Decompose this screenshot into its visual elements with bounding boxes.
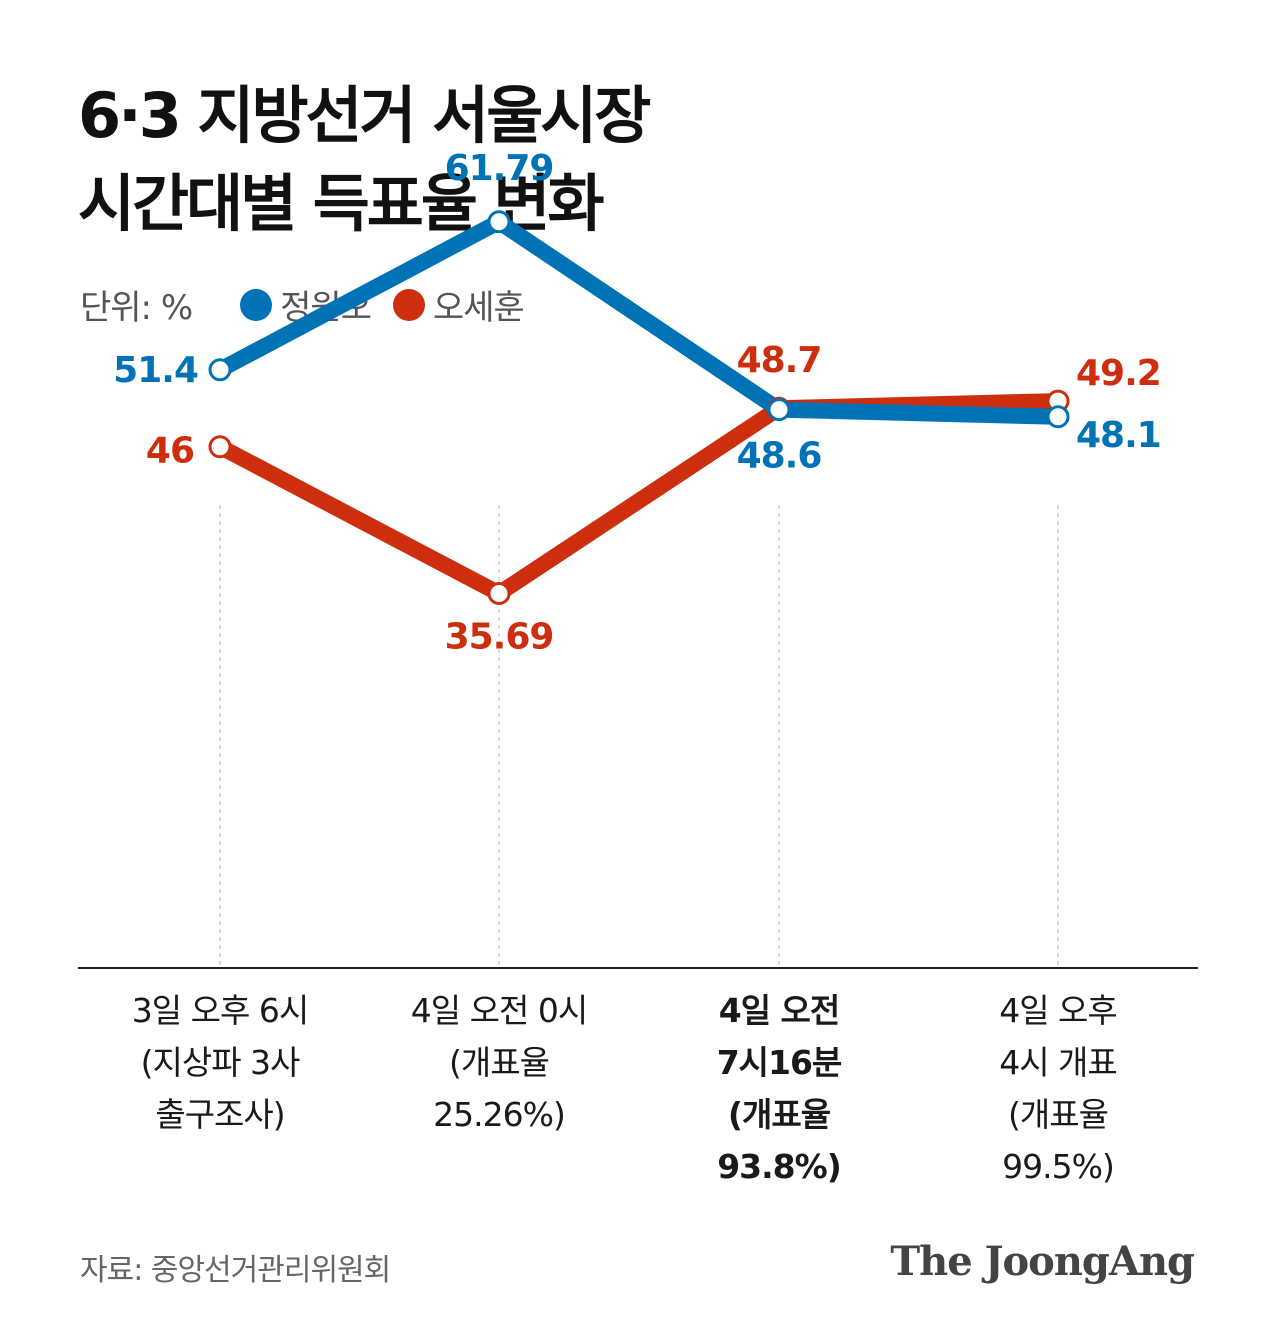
point-0-3 bbox=[1046, 405, 1070, 429]
category-label-1-0: 4일 오전 0시 bbox=[411, 991, 587, 1030]
legend-dot-0 bbox=[240, 288, 273, 321]
value-label-0-0: 51.4 bbox=[113, 350, 198, 391]
value-label-0-1: 61.79 bbox=[445, 148, 554, 189]
category-label-2-2: (개표율 bbox=[728, 1095, 831, 1134]
category-label-2-1: 7시16분 bbox=[717, 1043, 842, 1082]
point-0-0 bbox=[208, 358, 232, 382]
publisher-logo: The JoongAng bbox=[890, 1238, 1195, 1285]
category-label-3-0: 4일 오후 bbox=[999, 991, 1117, 1030]
category-label-3-2: (개표율 bbox=[1008, 1095, 1108, 1134]
chart-title: 6·3 지방선거 서울시장 시간대별 득표율 변화 bbox=[78, 72, 651, 248]
series-line-1 bbox=[212, 393, 1066, 602]
category-label-0-1: (지상파 3사 bbox=[141, 1043, 300, 1082]
series-line-0 bbox=[212, 213, 1066, 425]
point-1-0 bbox=[208, 435, 232, 459]
value-label-1-1: 35.69 bbox=[445, 617, 554, 658]
category-label-2-0: 4일 오전 bbox=[719, 991, 840, 1030]
category-label-0-0: 3일 오후 6시 bbox=[132, 991, 308, 1030]
value-label-1-3: 49.2 bbox=[1076, 353, 1161, 394]
legend-item-1: 오세훈 bbox=[392, 280, 525, 329]
value-label-1-0: 46 bbox=[146, 431, 194, 472]
point-1-1 bbox=[487, 582, 511, 605]
source-note: 자료: 중앙선거관리위원회 bbox=[80, 1253, 391, 1288]
unit-label: 단위: % bbox=[80, 288, 193, 328]
value-label-0-3: 48.1 bbox=[1076, 415, 1161, 456]
value-label-0-2: 48.6 bbox=[737, 436, 822, 477]
legend-label-1: 오세훈 bbox=[432, 288, 525, 328]
category-label-1-2: 25.26%) bbox=[433, 1095, 565, 1134]
title-line-1: 6·3 지방선거 서울시장 bbox=[78, 79, 651, 152]
category-label-0-2: 출구조사) bbox=[155, 1095, 284, 1134]
legend-dot-1 bbox=[392, 288, 425, 321]
category-label-3-1: 4시 개표 bbox=[999, 1043, 1117, 1082]
point-0-1 bbox=[487, 210, 511, 234]
point-0-2 bbox=[767, 398, 791, 422]
value-label-1-2: 48.7 bbox=[737, 340, 822, 381]
category-label-2-3: 93.8%) bbox=[717, 1147, 841, 1186]
category-label-3-3: 99.5%) bbox=[1002, 1147, 1114, 1186]
category-label-1-1: (개표율 bbox=[449, 1043, 549, 1082]
